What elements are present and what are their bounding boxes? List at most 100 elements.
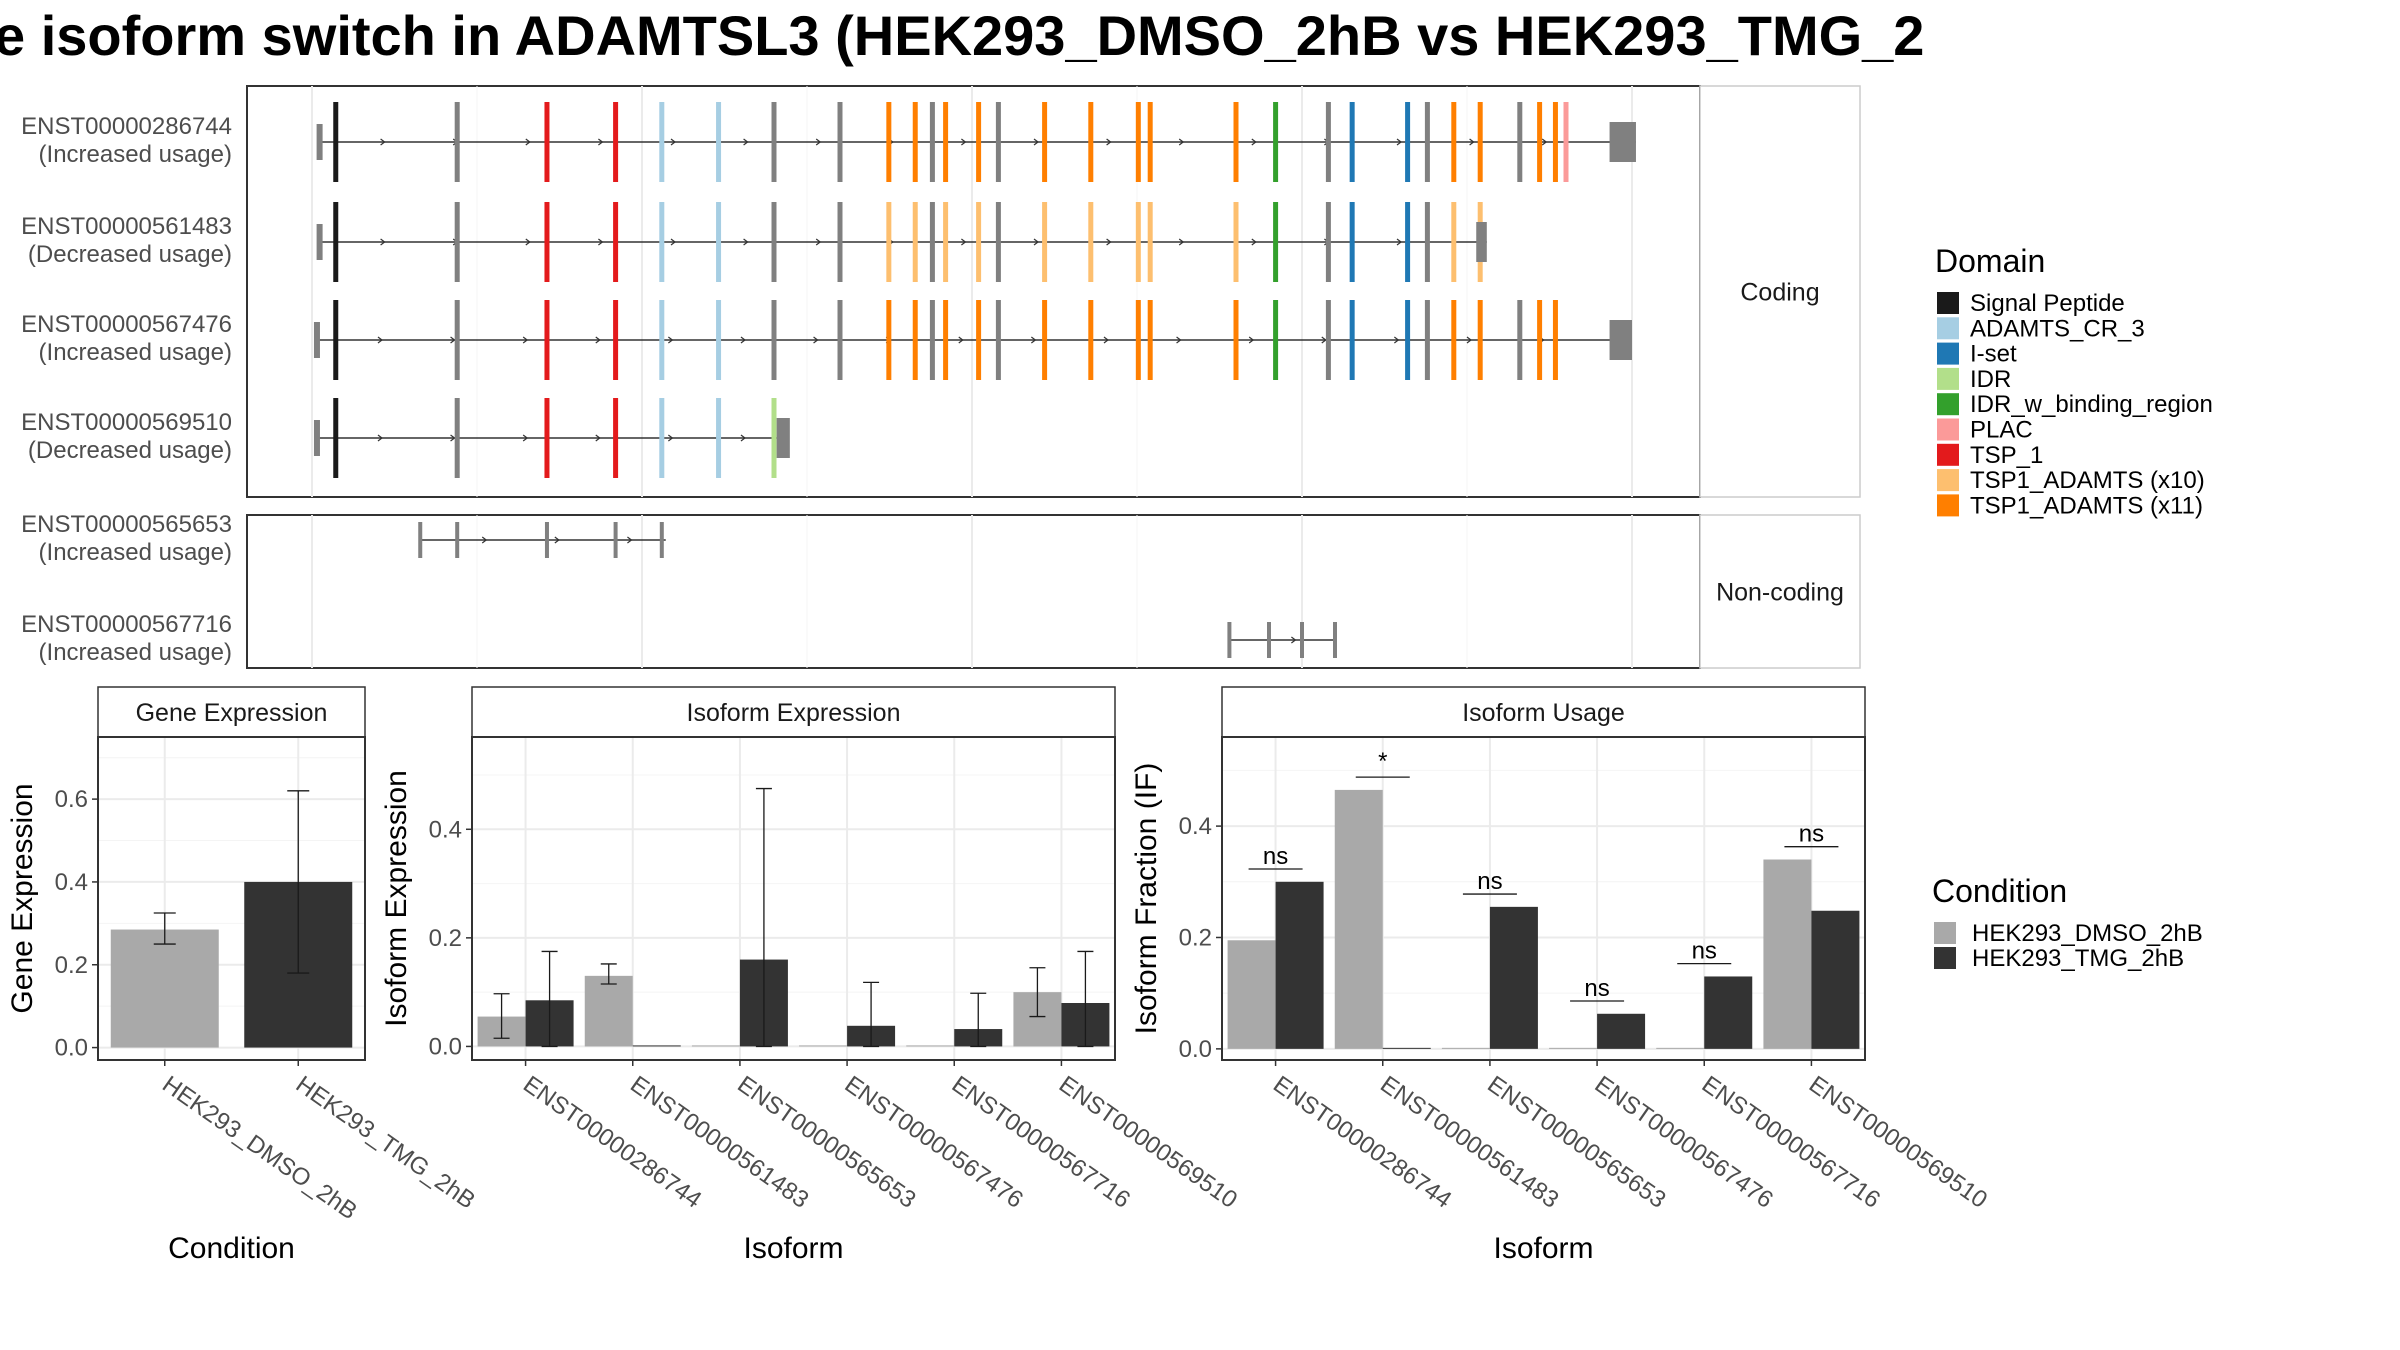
isoform-usage-panel: Isoform Usage ns * ns ns ns ns 0.0 0.2 0.4 ENST000… <box>1130 686 1992 1265</box>
significance-label: ns <box>1799 821 1824 848</box>
bar <box>110 929 219 1048</box>
strand-arrow <box>380 138 386 146</box>
exon <box>837 102 843 182</box>
x-tick-label: ENST00000567716 <box>1697 1071 1885 1214</box>
exon <box>1325 202 1331 282</box>
condition-legend-swatch <box>1934 947 1956 969</box>
utr-tail-exon <box>1609 320 1632 360</box>
exon <box>544 202 550 282</box>
panel-strip <box>471 686 1116 738</box>
bar <box>691 1045 740 1047</box>
exon <box>1405 300 1411 380</box>
exon <box>1563 102 1569 182</box>
strand-arrow <box>961 138 967 146</box>
exon <box>771 102 777 182</box>
y-tick-label: 0.4 <box>429 816 462 843</box>
bar <box>1763 859 1812 1049</box>
strand-arrow <box>1103 336 1109 344</box>
exon <box>771 398 777 478</box>
exon <box>455 522 460 558</box>
exon <box>1451 300 1457 380</box>
exon <box>659 202 665 282</box>
utr-exon <box>313 420 320 456</box>
strand-arrow <box>1396 138 1402 146</box>
y-axis-title: Isoform Expression <box>380 770 413 1027</box>
strand-arrow <box>380 238 386 246</box>
y-tick-label: 0.6 <box>55 786 88 813</box>
exon <box>1233 300 1239 380</box>
panel-strip-label: Isoform Expression <box>687 699 901 727</box>
strand-arrow <box>627 536 633 544</box>
exon <box>886 202 892 282</box>
plot-border <box>97 736 366 1061</box>
exon <box>886 102 892 182</box>
exon <box>1325 300 1331 380</box>
exon <box>1477 300 1483 380</box>
exon <box>1552 300 1558 380</box>
transcript-status-label: (Decreased usage) <box>28 437 232 464</box>
utr-exon <box>313 322 320 358</box>
exon <box>771 202 777 282</box>
panel-strip <box>97 686 366 738</box>
exon <box>943 202 949 282</box>
domain-legend-swatch <box>1937 367 1959 390</box>
strand-arrow <box>595 434 601 442</box>
x-tick-label: ENST00000567476 <box>1590 1071 1778 1214</box>
strand-arrow <box>668 434 674 442</box>
bar <box>799 1045 848 1047</box>
exon <box>1333 622 1337 658</box>
strand-arrow <box>1466 336 1472 344</box>
strand-arrow <box>481 536 488 544</box>
strand-arrow <box>525 138 531 146</box>
strand-arrow <box>1178 238 1185 246</box>
exon <box>1517 102 1523 182</box>
utr-tail-exon <box>1476 222 1487 262</box>
exon <box>659 522 664 558</box>
significance-label: ns <box>1692 938 1717 965</box>
domain-legend-label: PLAC <box>1970 417 2033 444</box>
exon <box>544 102 550 182</box>
exon <box>1349 102 1355 182</box>
exon <box>1233 102 1239 182</box>
plot-background <box>472 737 1115 1060</box>
domain-legend-label: I-set <box>1970 341 2017 368</box>
exon <box>1088 202 1094 282</box>
strand-arrow <box>813 336 819 344</box>
facet-strip-label: Coding <box>1740 279 1819 307</box>
domain-legend-swatch <box>1937 418 1959 441</box>
y-tick-label: 0.2 <box>1179 924 1212 951</box>
exon <box>1552 102 1558 182</box>
exon <box>1147 300 1153 380</box>
domain-legend-label: Signal Peptide <box>1970 290 2125 317</box>
exon <box>1477 102 1483 182</box>
strand-arrow <box>670 138 676 146</box>
x-axis-title: Isoform <box>1493 1232 1593 1265</box>
exon <box>1325 102 1331 182</box>
x-tick-label: ENST00000567476 <box>840 1071 1028 1214</box>
strand-arrow <box>1321 336 1327 344</box>
strand-arrow <box>522 434 529 442</box>
exon <box>976 300 982 380</box>
bar <box>1597 1013 1646 1049</box>
x-tick-label: ENST00000565653 <box>1482 1071 1670 1214</box>
exon <box>454 398 460 478</box>
exon <box>943 102 949 182</box>
bar <box>1549 1047 1598 1049</box>
exon <box>1042 202 1048 282</box>
transcript-id-label: ENST00000569510 <box>21 409 232 436</box>
domain-legend-label: TSP1_ADAMTS (x11) <box>1970 492 2203 519</box>
strand-arrow <box>598 138 604 146</box>
plot-background <box>1222 737 1865 1060</box>
exon <box>544 300 550 380</box>
domain-legend-label: TSP_1 <box>1970 442 2043 469</box>
y-tick-label: 0.4 <box>1179 813 1212 840</box>
y-tick-label: 0.2 <box>55 952 88 979</box>
transcript-id-label: ENST00000565653 <box>21 511 232 538</box>
exon <box>1273 202 1279 282</box>
strand-arrow <box>743 138 749 146</box>
bar <box>1275 881 1324 1049</box>
exon <box>613 102 619 182</box>
exon <box>716 202 722 282</box>
strand-arrow <box>1106 238 1112 246</box>
